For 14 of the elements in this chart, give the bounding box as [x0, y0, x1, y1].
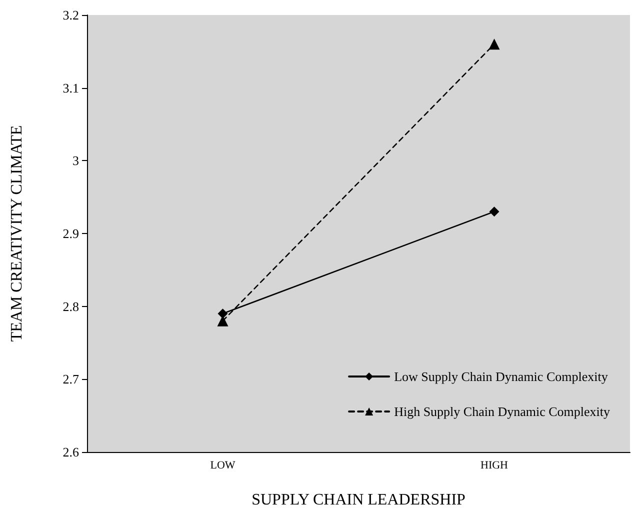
- legend-label: High Supply Chain Dynamic Complexity: [394, 404, 610, 419]
- point: [489, 206, 500, 217]
- y-tick-label: 2.9: [62, 226, 79, 241]
- y-tick-label: 2.7: [62, 372, 80, 387]
- legend-label: Low Supply Chain Dynamic Complexity: [394, 369, 608, 384]
- y-axis-title: TEAM CREATIVITY CLIMATE: [8, 125, 26, 342]
- y-tick-label: 3.2: [62, 8, 79, 22]
- x-tick-label: LOW: [210, 460, 236, 472]
- y-tick-label: 2.6: [62, 444, 80, 460]
- y-tick-label: 3.1: [62, 80, 79, 96]
- x-axis-title: SUPPLY CHAIN LEADERSHIP: [252, 492, 466, 508]
- x-tick-label: HIGH: [480, 460, 508, 472]
- y-tick-label: 3: [72, 153, 79, 168]
- y-tick-label: 2.8: [62, 298, 79, 314]
